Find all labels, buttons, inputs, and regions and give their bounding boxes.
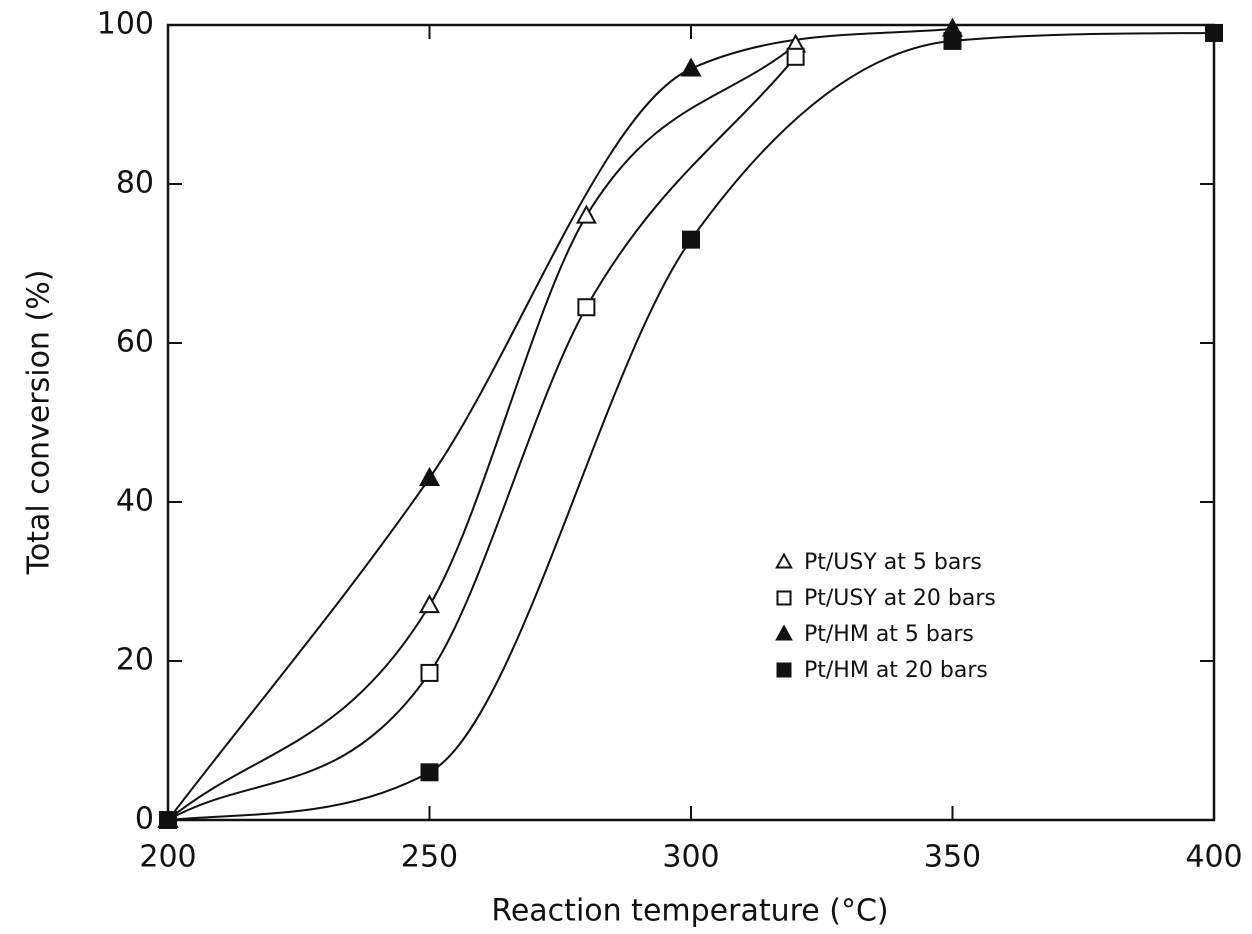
data-point bbox=[1205, 23, 1223, 42]
legend-label: Pt/USY at 5 bars bbox=[804, 550, 982, 575]
y-tick-label: 40 bbox=[116, 484, 154, 519]
series-line bbox=[167, 27, 953, 821]
y-tick-label: 100 bbox=[97, 7, 154, 42]
x-tick-label: 200 bbox=[139, 840, 196, 875]
data-point bbox=[786, 47, 805, 66]
y-tick-label: 0 bbox=[135, 802, 154, 837]
x-tick-label: 300 bbox=[662, 840, 719, 875]
series-line bbox=[167, 44, 797, 821]
y-tick-label: 60 bbox=[116, 325, 154, 360]
legend-marker bbox=[776, 662, 792, 678]
data-point bbox=[159, 811, 177, 829]
data-point bbox=[577, 298, 596, 317]
x-tick-label: 350 bbox=[924, 840, 981, 875]
legend-label: Pt/HM at 5 bars bbox=[804, 622, 974, 647]
x-axis-label: Reaction temperature (°C) bbox=[491, 894, 888, 929]
x-tick-label: 250 bbox=[401, 840, 458, 875]
data-point bbox=[419, 466, 440, 486]
legend-marker bbox=[776, 590, 792, 606]
x-tick-label: 400 bbox=[1185, 840, 1242, 875]
plot-frame bbox=[166, 23, 1216, 822]
y-tick-label: 80 bbox=[116, 166, 154, 201]
y-tick-label: 20 bbox=[116, 643, 154, 678]
series-line bbox=[167, 56, 797, 821]
y-axis-label: Total conversion (%) bbox=[22, 270, 57, 576]
legend-marker bbox=[775, 552, 793, 569]
legend-marker bbox=[775, 624, 793, 641]
legend-label: Pt/HM at 20 bars bbox=[804, 658, 988, 683]
data-point bbox=[575, 204, 597, 224]
series-line bbox=[167, 31, 1215, 821]
data-point bbox=[420, 663, 439, 682]
legend-label: Pt/USY at 20 bars bbox=[804, 586, 996, 611]
data-point bbox=[419, 594, 440, 614]
data-point bbox=[682, 230, 700, 249]
data-point bbox=[680, 57, 702, 77]
data-point bbox=[420, 763, 439, 782]
data-point bbox=[943, 31, 962, 50]
